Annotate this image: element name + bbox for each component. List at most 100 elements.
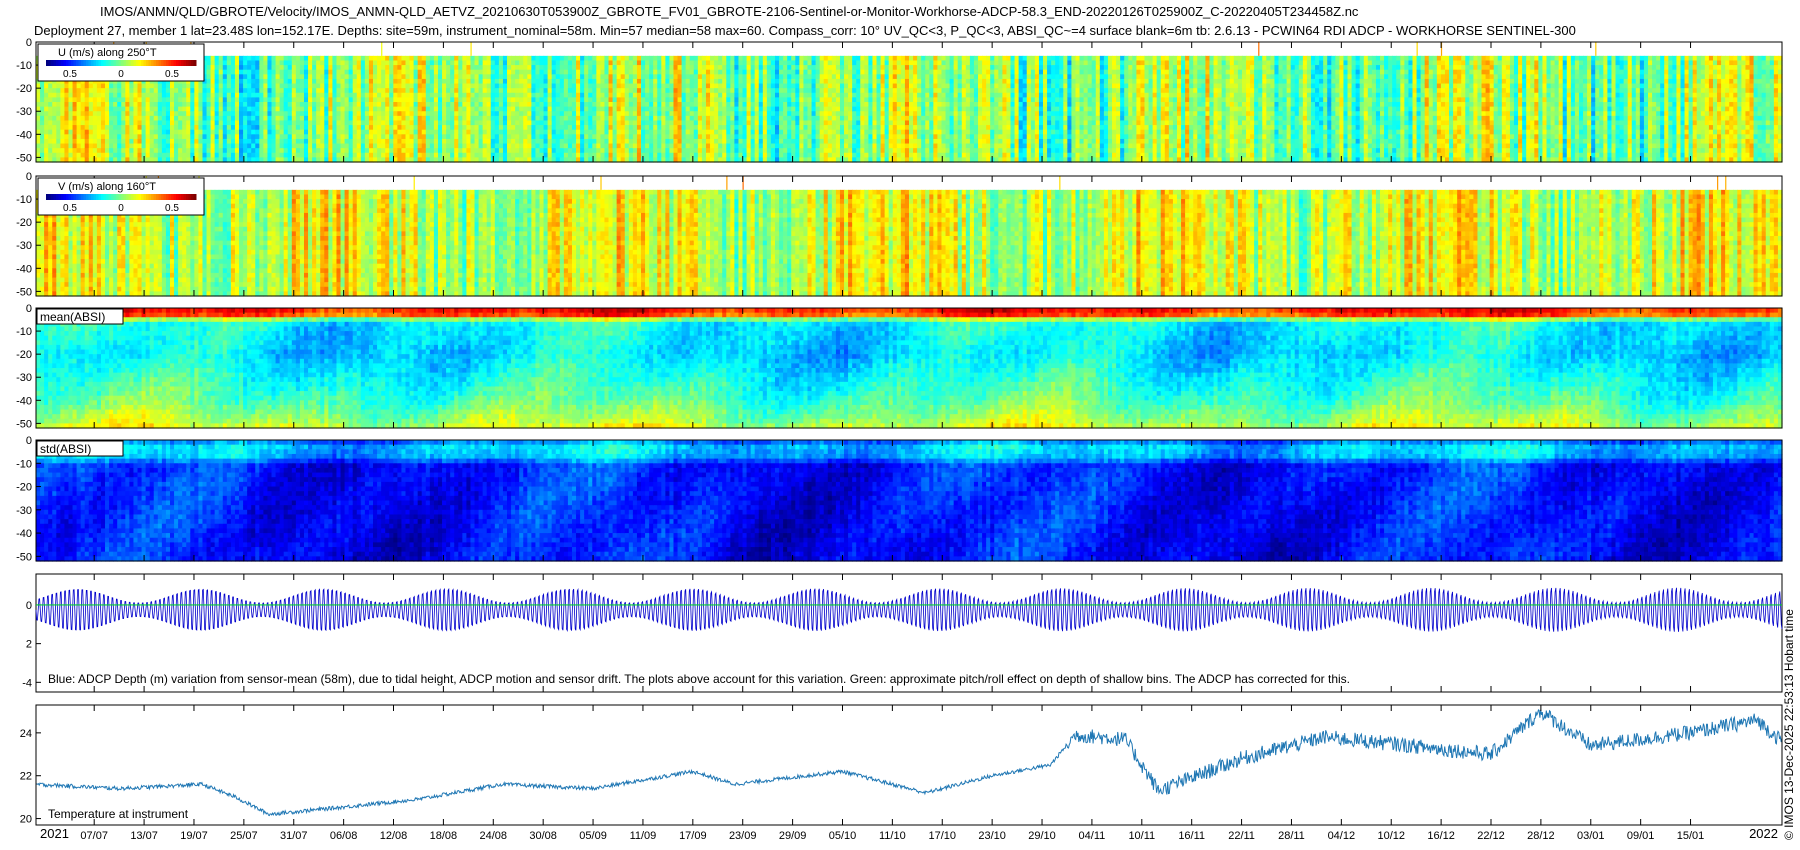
heatmap-cell xyxy=(547,60,553,66)
heatmap-cell xyxy=(795,102,800,108)
heatmap-cell xyxy=(665,120,671,126)
heatmap-cell xyxy=(502,111,508,117)
heatmap-cell xyxy=(580,69,585,75)
heatmap-cell xyxy=(279,134,285,140)
heatmap-cell xyxy=(718,157,723,163)
heatmap-cell xyxy=(600,129,606,135)
heatmap-cell xyxy=(888,134,894,140)
heatmap-cell xyxy=(458,65,463,71)
heatmap-cell xyxy=(685,138,691,145)
heatmap-cell xyxy=(255,148,260,154)
heatmap-cell xyxy=(856,78,861,85)
heatmap-cell xyxy=(161,134,167,140)
heatmap-cell xyxy=(896,69,902,75)
heatmap-cell xyxy=(892,152,898,158)
heatmap-cell xyxy=(653,138,658,145)
heatmap-cell xyxy=(198,129,204,135)
heatmap-cell xyxy=(624,83,630,89)
heatmap-cell xyxy=(502,148,508,154)
heatmap-cell xyxy=(799,115,805,122)
heatmap-cell xyxy=(750,102,756,108)
heatmap-cell xyxy=(880,134,886,140)
heatmap-cell xyxy=(466,148,472,154)
heatmap-cell xyxy=(791,129,796,135)
heatmap-cell xyxy=(52,138,57,145)
heatmap-cell xyxy=(40,88,45,94)
heatmap-cell xyxy=(714,83,719,89)
heatmap-cell xyxy=(904,125,910,131)
heatmap-cell xyxy=(750,115,756,122)
heatmap-cell xyxy=(600,148,606,154)
heatmap-cell xyxy=(819,148,825,154)
heatmap-cell xyxy=(571,97,577,103)
heatmap-cell xyxy=(287,88,293,94)
heatmap-cell xyxy=(547,111,553,117)
heatmap-cell xyxy=(888,97,894,103)
heatmap-cell xyxy=(758,138,764,145)
heatmap-cell xyxy=(807,83,813,89)
heatmap-cell xyxy=(271,74,277,80)
heatmap-cell xyxy=(697,69,703,75)
heatmap-cell xyxy=(612,134,618,140)
heatmap-cell xyxy=(308,125,313,131)
heatmap-cell xyxy=(612,148,618,154)
heatmap-cell xyxy=(462,157,468,163)
heatmap-cell xyxy=(848,143,853,149)
heatmap-cell xyxy=(490,74,496,80)
heatmap-cell xyxy=(360,97,366,103)
heatmap-cell xyxy=(835,129,841,135)
heatmap-cell xyxy=(389,120,394,126)
heatmap-cell xyxy=(344,143,350,149)
heatmap-cell xyxy=(113,138,118,145)
heatmap-cell xyxy=(543,134,549,140)
heatmap-cell xyxy=(64,143,70,149)
heatmap-cell xyxy=(373,106,378,112)
heatmap-cell xyxy=(770,152,776,158)
heatmap-cell xyxy=(612,129,618,135)
heatmap-cell xyxy=(210,148,216,154)
heatmap-cell xyxy=(527,129,532,135)
heatmap-cell xyxy=(718,115,723,122)
heatmap-cell xyxy=(153,106,159,112)
heatmap-cell xyxy=(267,134,273,140)
heatmap-cell xyxy=(230,129,236,135)
heatmap-cell xyxy=(580,138,585,145)
heatmap-cell xyxy=(718,129,723,135)
heatmap-cell xyxy=(551,111,557,117)
heatmap-cell xyxy=(44,157,49,163)
heatmap-cell xyxy=(364,143,370,149)
heatmap-cell xyxy=(673,65,679,71)
heatmap-cell xyxy=(210,78,216,85)
heatmap-cell xyxy=(291,88,297,94)
heatmap-cell xyxy=(705,60,711,66)
heatmap-cell xyxy=(218,88,224,94)
heatmap-cell xyxy=(685,65,691,71)
heatmap-cell xyxy=(787,65,792,71)
heatmap-cell xyxy=(259,55,264,62)
heatmap-cell xyxy=(624,138,630,145)
heatmap-cell xyxy=(856,125,861,131)
heatmap-cell xyxy=(835,148,841,154)
heatmap-cell xyxy=(178,129,183,135)
heatmap-cell xyxy=(730,120,735,126)
heatmap-cell xyxy=(791,138,796,145)
heatmap-cell xyxy=(230,134,236,140)
heatmap-cell xyxy=(779,134,784,140)
heatmap-cell xyxy=(868,97,874,103)
heatmap-cell xyxy=(381,78,386,85)
heatmap-cell xyxy=(580,65,585,71)
heatmap-cell xyxy=(705,65,711,71)
heatmap-cell xyxy=(547,106,553,112)
heatmap-cell xyxy=(76,102,82,108)
heatmap-cell xyxy=(287,129,293,135)
heatmap-cell xyxy=(446,148,451,154)
heatmap-cell xyxy=(442,134,447,140)
heatmap-cell xyxy=(433,129,439,135)
heatmap-cell xyxy=(377,60,382,66)
heatmap-cell xyxy=(770,88,776,94)
heatmap-cell xyxy=(831,55,837,62)
heatmap-cell xyxy=(145,92,151,98)
heatmap-cell xyxy=(904,106,910,112)
heatmap-cell xyxy=(681,148,687,154)
heatmap-cell xyxy=(685,88,691,94)
